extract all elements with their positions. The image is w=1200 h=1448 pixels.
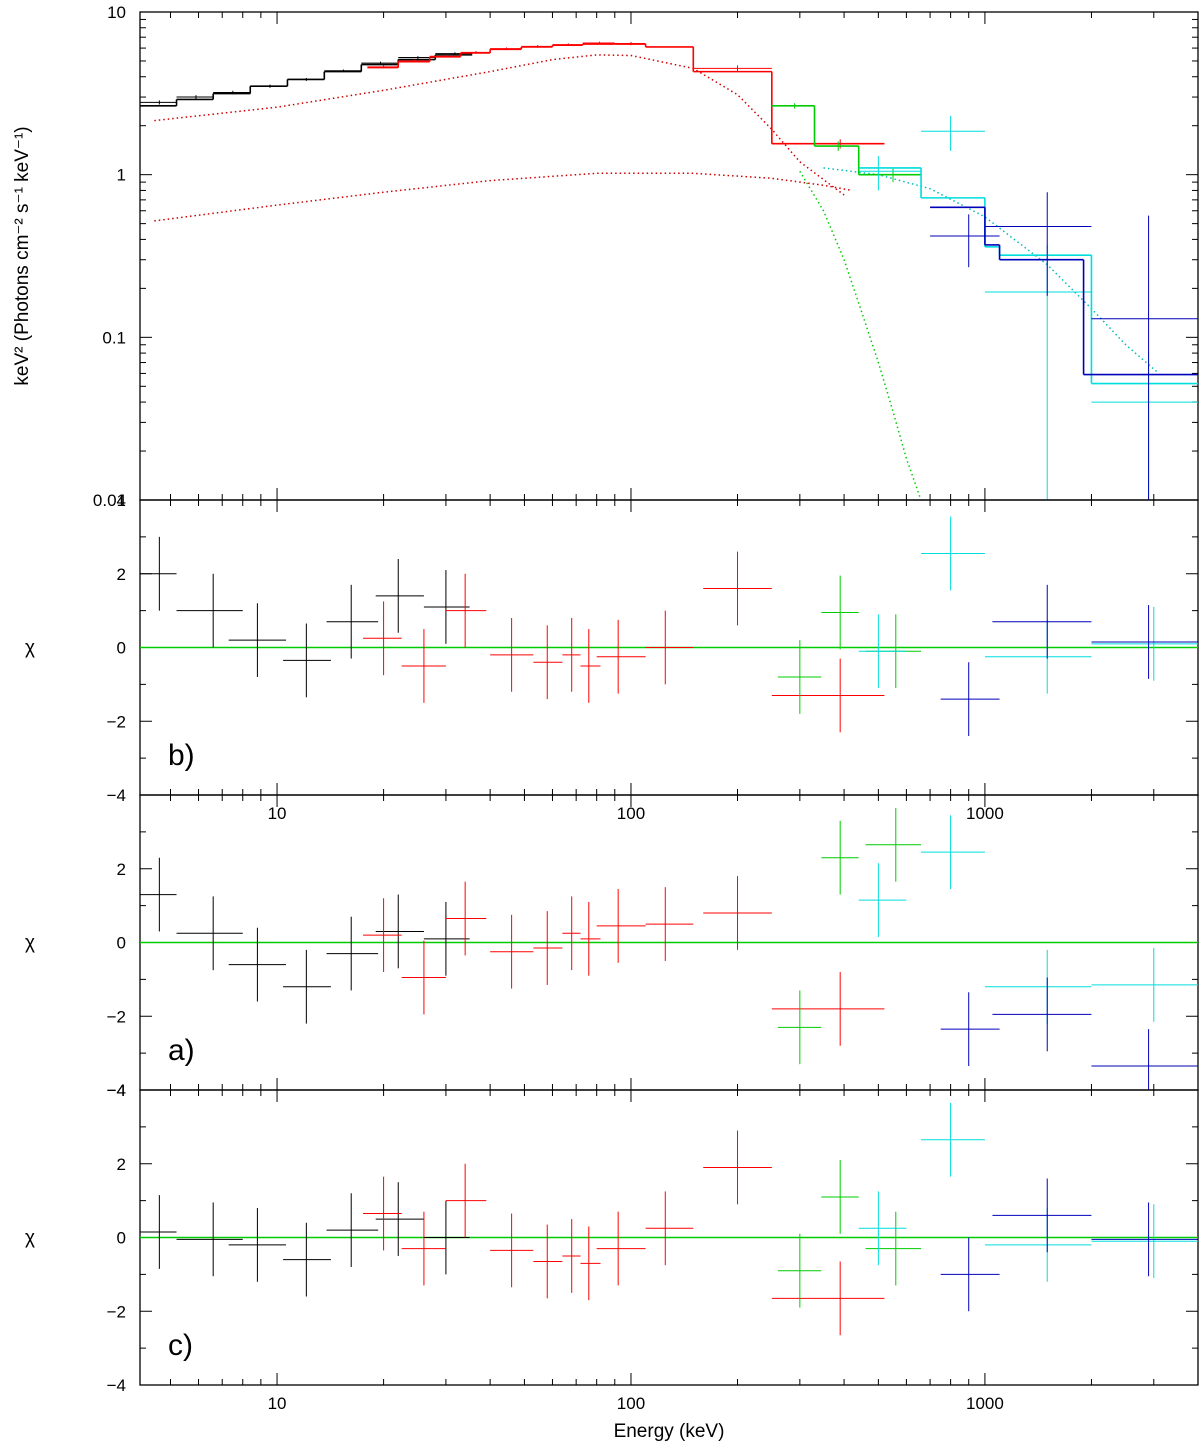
residual-plot-area [140, 807, 1198, 1090]
x-tick-label: 100 [617, 804, 645, 823]
model-component-dotted-lower [154, 172, 852, 222]
panel-label: b) [168, 739, 195, 772]
x-tick-label: 10 [268, 804, 287, 823]
x-tick-label: 1000 [966, 1394, 1004, 1413]
panel-label: c) [168, 1329, 193, 1362]
model-component-dotted-upper [154, 54, 845, 196]
y-tick-label-top: −4 [107, 1081, 126, 1100]
spectrum-plot-area [140, 41, 1198, 500]
y-tick-label: 2 [117, 1155, 126, 1174]
y-tick-label: −2 [107, 1007, 126, 1026]
panel-label: a) [168, 1034, 195, 1067]
y-axis-title: χ [25, 638, 35, 659]
y-tick-label: 10 [107, 3, 126, 22]
y-tick-label: 2 [117, 860, 126, 879]
residual-plot-area [140, 1102, 1198, 1336]
x-tick-label: 1000 [966, 804, 1004, 823]
x-tick-label: 10 [268, 1394, 287, 1413]
y-axis-title: χ [25, 933, 35, 954]
y-tick-label: 2 [117, 565, 126, 584]
y-tick-label: −4 [107, 1081, 126, 1100]
y-tick-label: −2 [107, 712, 126, 731]
residual-panel-a: 2 0 −2 −4 χ a) [25, 794, 1199, 1100]
x-tick-label: 100 [617, 1394, 645, 1413]
residual-panel-c: 2 0 −2 −4 −4 10 100 1000 χ c) Energy (keV) [25, 1081, 1199, 1442]
y-tick-label-top: 4 [117, 491, 126, 510]
y-tick-label: 0 [117, 934, 126, 953]
x-axis-title: Energy (keV) [614, 1421, 725, 1442]
spectrum-frame [139, 11, 1199, 501]
y-tick-label: 0.01 [93, 491, 126, 510]
residual-panel-b: 2 0 −2 −4 4 10 100 1000 χ b) [25, 491, 1199, 823]
y-tick-label: 1 [117, 166, 126, 185]
y-axis-title: keV² (Photons cm⁻² s⁻¹ keV⁻¹) [12, 126, 33, 385]
y-tick-label: −4 [107, 1376, 126, 1395]
y-tick-label: −4 [107, 786, 126, 805]
y-tick-label: −2 [107, 1302, 126, 1321]
y-tick-label: 0 [117, 1229, 126, 1248]
model-component-dotted-green-cutoff [799, 170, 922, 500]
spectrum-panel: 10 1 0.1 0.01 keV² (Photons cm⁻² s⁻¹ keV⁻¹) [12, 3, 1199, 510]
residual-plot-area [140, 516, 1198, 736]
y-tick-label: 0.1 [102, 328, 126, 347]
y-tick-label: 0 [117, 639, 126, 658]
y-axis-title: χ [25, 1228, 35, 1249]
model-component-dotted-cyan-tail [823, 167, 1160, 374]
